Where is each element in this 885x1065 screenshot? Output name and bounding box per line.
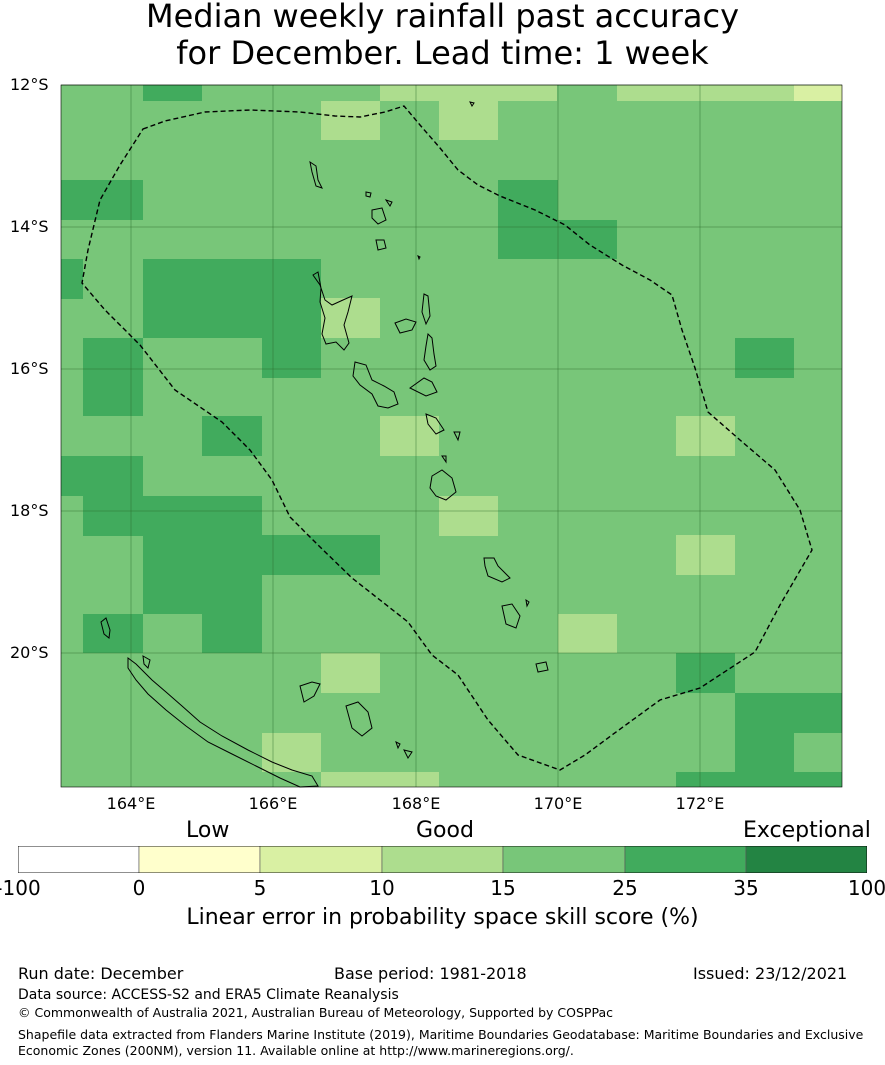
colorbar-tick: 5 [253,876,267,900]
lat-label: 12°S [10,75,49,94]
skill-grid [61,85,842,787]
skill-cell [794,85,842,101]
skill-cell [439,496,498,536]
skill-cell [676,535,735,575]
islands [100,101,549,788]
colorbar-swatch [18,846,140,873]
skill-cell [439,101,498,140]
lat-label: 20°S [10,643,49,662]
colorbar-tick: 25 [612,876,638,900]
skill-cell [262,338,321,378]
skill-cell [380,416,439,456]
skill-cell [83,496,262,536]
shapefile-credit-line2: Economic Zones (200NM), version 11. Avai… [18,1043,574,1058]
colorbar-tick: 100 [847,876,885,900]
copyright: © Commonwealth of Australia 2021, Austra… [18,1005,613,1020]
lon-label: 172°E [675,794,725,813]
legend-category-low: Low [186,818,230,843]
lat-label: 16°S [10,359,49,378]
skill-cell [143,575,262,614]
skill-cell [202,614,262,653]
colorbar-swatch [259,846,383,873]
shapefile-credit-line1: Shapefile data extracted from Flanders M… [18,1027,864,1042]
skill-cell [676,772,842,787]
skill-cell [676,653,735,693]
colorbar-tick: 0 [132,876,146,900]
skill-cell [558,220,617,259]
run-date: Run date: December [18,964,184,983]
skill-cell [143,85,202,101]
colorbar-tick: -100 [0,876,41,900]
skill-cell [202,416,262,456]
colorbar-swatch [502,846,626,873]
base-period: Base period: 1981-2018 [334,964,527,983]
skill-cell [143,535,380,575]
skill-cell [61,456,143,496]
skill-cell [321,101,380,140]
skill-cell [498,180,558,259]
lon-label: 168°E [391,794,441,813]
legend-category-good: Good [416,818,474,843]
skill-cell [380,85,557,101]
issued-date: Issued: 23/12/2021 [693,964,848,983]
colorbar-swatch [624,846,747,873]
lat-label: 14°S [10,217,49,236]
map-frame [60,84,843,788]
lon-label: 166°E [248,794,298,813]
lon-label: 164°E [106,794,156,813]
skill-cell [617,85,794,101]
skill-cell [558,614,617,653]
colorbar-title: Linear error in probability space skill … [186,905,699,930]
skill-cell [143,259,321,338]
skill-cell [61,259,83,299]
skill-cell [735,693,842,733]
chart-title-line1: Median weekly rainfall past accuracy [145,0,740,35]
lat-label: 18°S [10,501,49,520]
colorbar-tick: 35 [733,876,759,900]
skill-cell [61,180,143,220]
chart-title-line2: for December. Lead time: 1 week [176,34,709,72]
data-source: Data source: ACCESS-S2 and ERA5 Climate … [18,987,399,1003]
colorbar-tick: 15 [490,876,516,900]
skill-cell [83,338,143,416]
skill-cell [676,416,735,456]
skill-cell [735,338,794,378]
skill-cell [83,614,143,653]
skill-cell [321,653,380,693]
colorbar-tick: 10 [369,876,395,900]
skill-cell [321,772,439,787]
colorbar-swatch [381,846,504,873]
colorbar [18,846,867,873]
colorbar-swatch [745,846,867,873]
lon-label: 170°E [533,794,583,813]
colorbar-swatch [138,846,261,873]
legend-category-exceptional: Exceptional [743,818,871,843]
skill-cell [735,733,794,772]
gridlines [61,84,842,787]
eez-boundary [81,105,813,771]
skill-cell [262,733,321,772]
